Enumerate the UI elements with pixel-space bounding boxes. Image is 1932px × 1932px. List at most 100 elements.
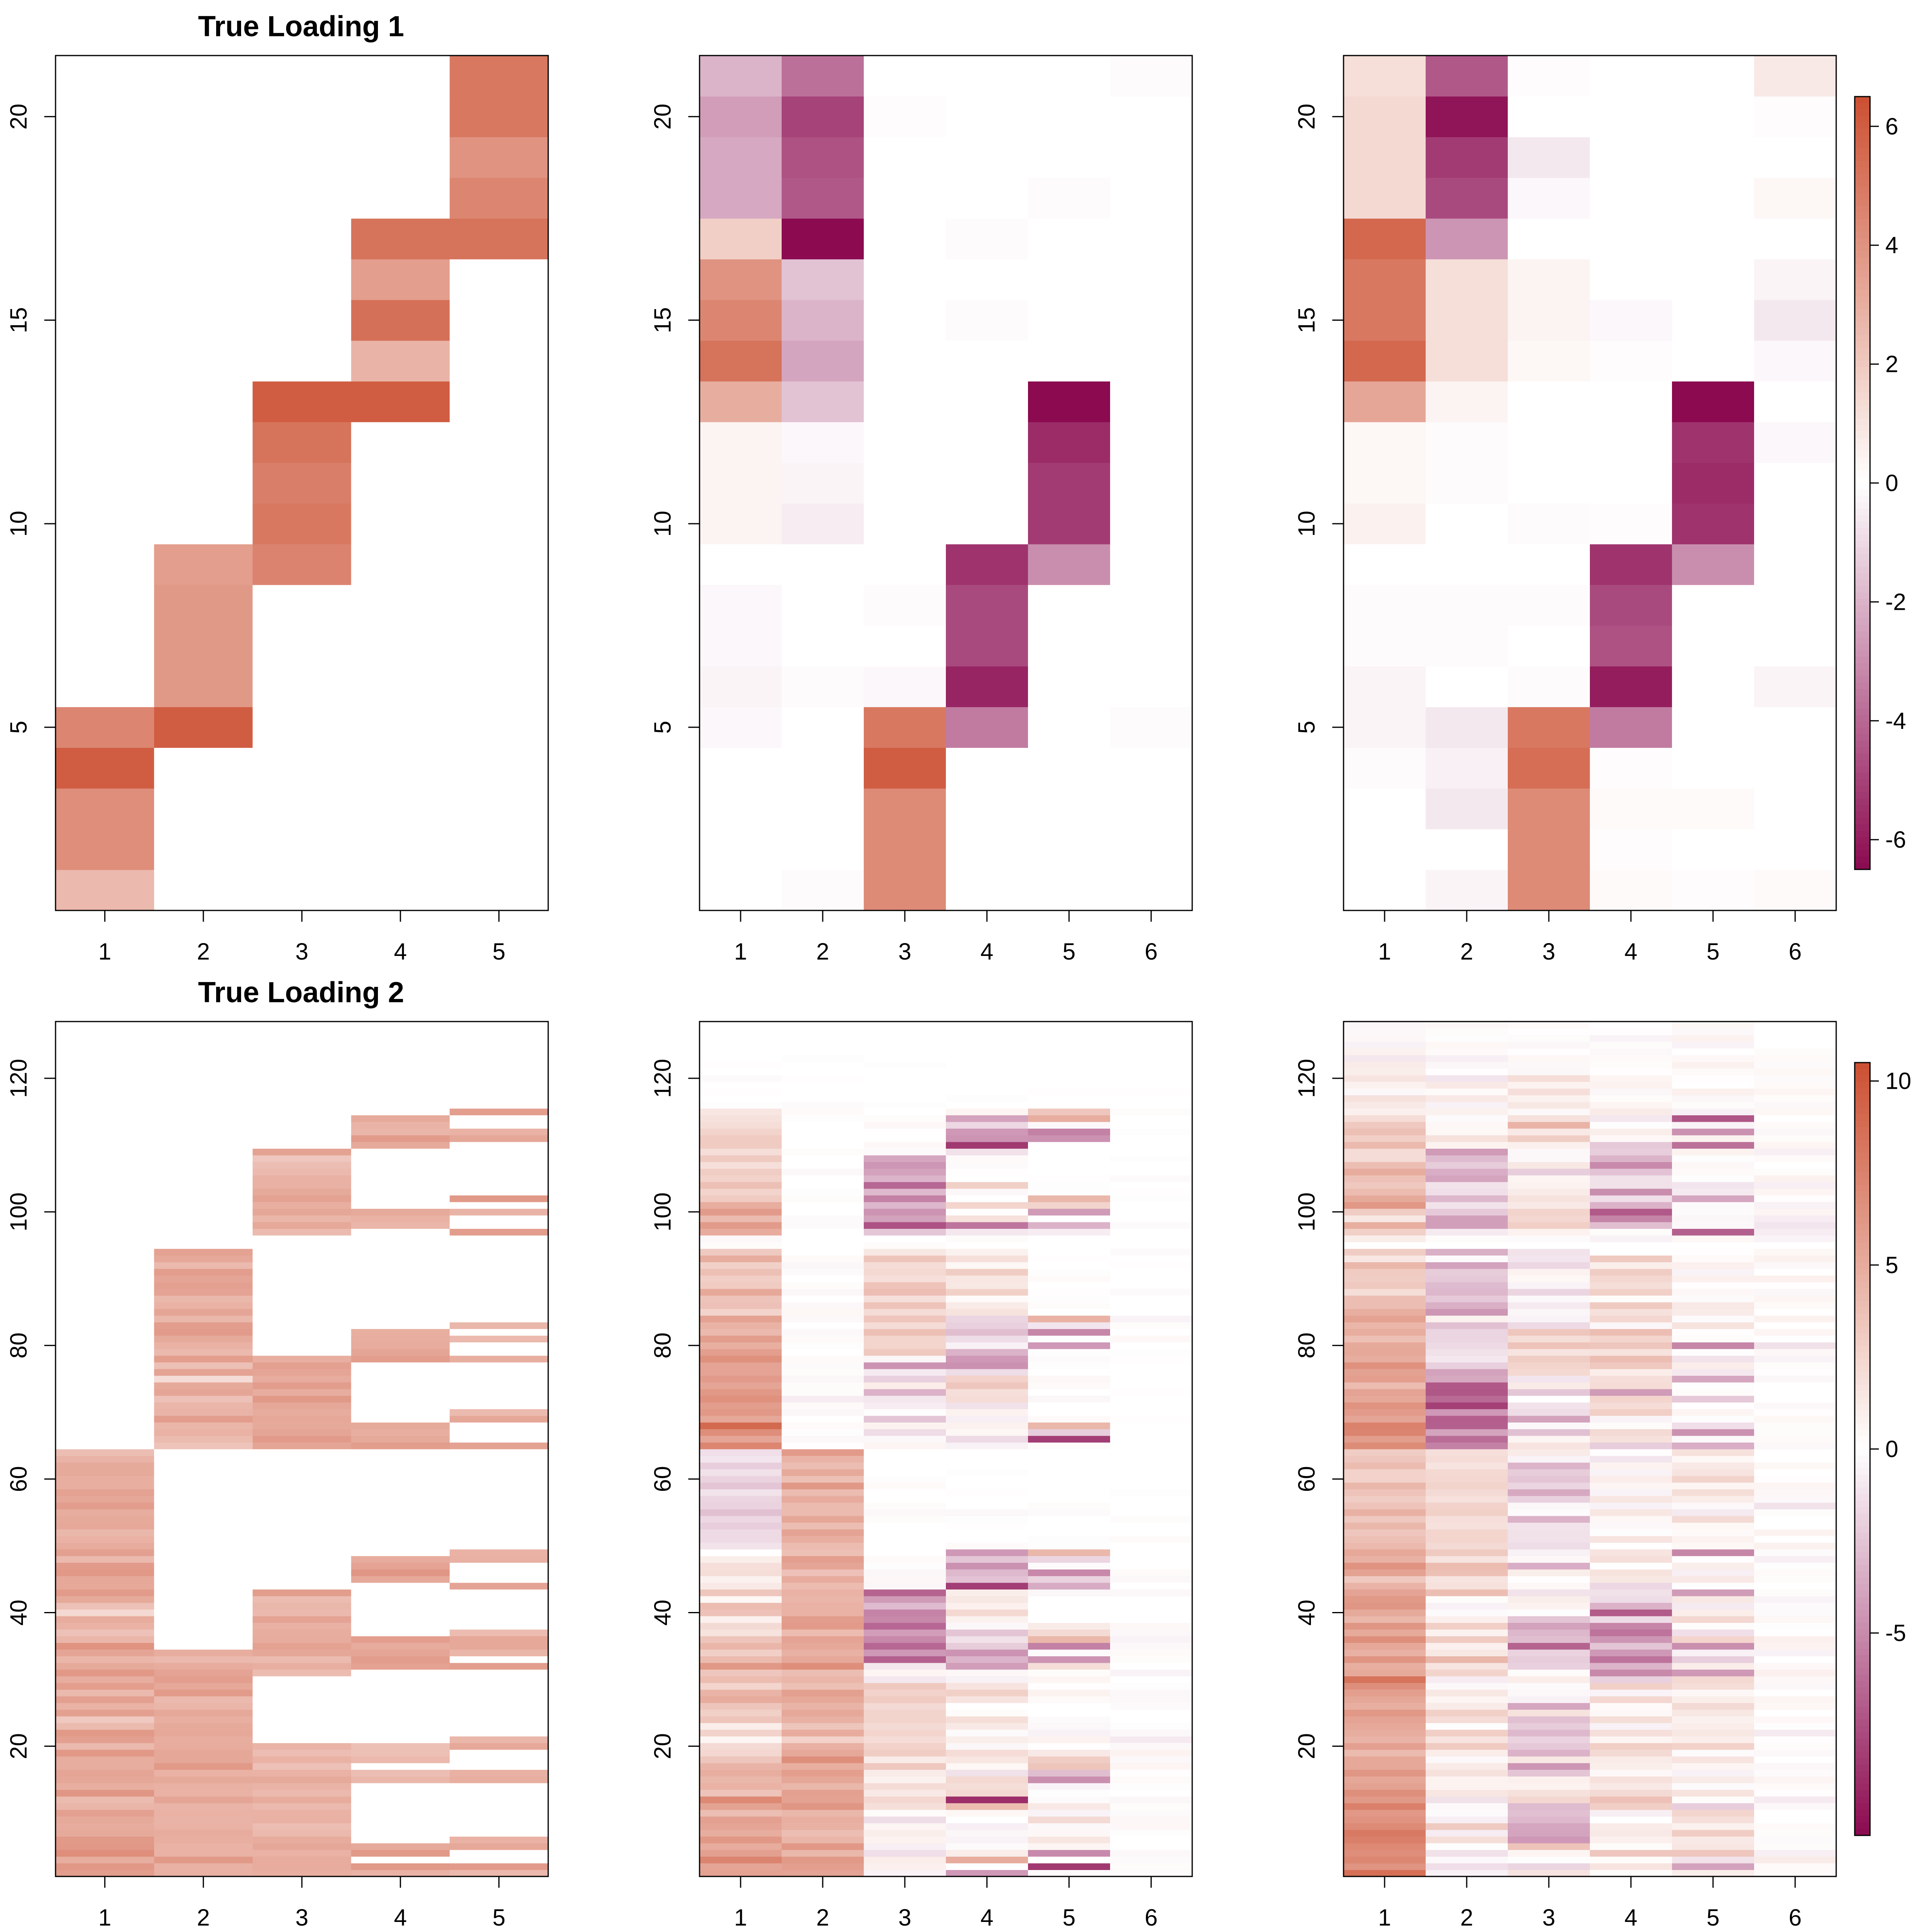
heatmap-cell [1426, 1268, 1508, 1276]
heatmap-cell [154, 56, 253, 97]
colorbar-segment [1855, 1101, 1870, 1108]
heatmap-cell [782, 1582, 864, 1590]
heatmap-cell [252, 1148, 351, 1156]
heatmap-cell [56, 1589, 155, 1596]
heatmap-cell [1028, 1168, 1110, 1176]
heatmap-cell [252, 1709, 351, 1717]
heatmap-cell [1426, 1829, 1508, 1837]
heatmap-cell [1344, 747, 1426, 789]
heatmap-cell [1590, 1609, 1672, 1616]
heatmap-cell [1672, 1148, 1754, 1156]
colorbar-segment [1855, 605, 1870, 612]
heatmap-cell [252, 1368, 351, 1376]
heatmap-cell [1426, 1175, 1508, 1182]
heatmap-cell [1426, 1515, 1508, 1523]
heatmap-cell [1110, 1315, 1193, 1323]
heatmap-cell [1344, 1135, 1426, 1142]
heatmap-cell [1028, 1309, 1110, 1316]
heatmap-cell [1344, 1255, 1426, 1262]
heatmap-cell [252, 1135, 351, 1142]
heatmap-cell [1672, 1556, 1754, 1563]
heatmap-cell [946, 1235, 1028, 1243]
heatmap-cell [700, 1663, 782, 1670]
heatmap-cell [1028, 1068, 1110, 1075]
heatmap-cell [450, 96, 549, 137]
heatmap-cell [252, 1208, 351, 1216]
colorbar-segment [1855, 1533, 1870, 1540]
heatmap-cell [1672, 1636, 1754, 1643]
heatmap-cell [1028, 1455, 1110, 1463]
heatmap-cell [782, 1736, 864, 1743]
heatmap-cell [56, 1629, 155, 1637]
heatmap-cell [946, 1416, 1028, 1423]
heatmap-cell [1754, 1783, 1837, 1790]
heatmap-cell [351, 1329, 450, 1336]
heatmap-cell [1344, 1416, 1426, 1423]
heatmap-cell [1590, 1769, 1672, 1777]
heatmap-cell [154, 1643, 253, 1650]
heatmap-cell [1344, 1843, 1426, 1850]
heatmap-cell [351, 1102, 450, 1109]
heatmap-cell [1754, 1435, 1837, 1443]
heatmap-cell [700, 1288, 782, 1296]
colorbar-segment [1855, 805, 1870, 812]
heatmap-cell [56, 1643, 155, 1650]
heatmap-cell [1110, 1596, 1193, 1603]
heatmap-cell [1426, 56, 1508, 97]
colorbar-segment [1855, 1784, 1870, 1791]
heatmap-cell [154, 1222, 253, 1229]
heatmap-cell [154, 1843, 253, 1850]
heatmap-cell [154, 1215, 253, 1222]
heatmap-cell [252, 1022, 351, 1029]
heatmap-cell [56, 1135, 155, 1142]
heatmap-cell [252, 1515, 351, 1523]
heatmap-cell [700, 1496, 782, 1503]
heatmap-cell [1344, 1502, 1426, 1509]
heatmap-cell [1110, 503, 1193, 545]
heatmap-cell [864, 1556, 946, 1563]
heatmap-cell [1028, 1703, 1110, 1710]
heatmap-cell [154, 1529, 253, 1536]
heatmap-cell [1110, 1756, 1193, 1763]
heatmap-cell [700, 1175, 782, 1182]
colorbar-segment [1855, 232, 1870, 239]
heatmap-cell [1028, 1522, 1110, 1530]
heatmap-cell [154, 788, 253, 830]
heatmap-cell [782, 1175, 864, 1182]
heatmap-cell [1590, 1215, 1672, 1222]
heatmap-cell [1590, 1596, 1672, 1603]
heatmap-cell [782, 1095, 864, 1102]
heatmap-cell [1672, 747, 1754, 789]
heatmap-cell [1344, 1188, 1426, 1196]
colorbar-tick-label: 6 [1885, 114, 1898, 140]
heatmap-cell [946, 1536, 1028, 1543]
heatmap-cell [1754, 1389, 1837, 1396]
heatmap-cell [700, 1729, 782, 1737]
heatmap-cell [1426, 299, 1508, 341]
heatmap-cell [1672, 1522, 1754, 1530]
colorbar-segment [1855, 1494, 1870, 1501]
heatmap-cell [1754, 1849, 1837, 1857]
heatmap-cell [1672, 1168, 1754, 1176]
heatmap-cell [1028, 1736, 1110, 1743]
heatmap-cell [1508, 1041, 1590, 1049]
heatmap-cell [1590, 869, 1672, 911]
colorbar-segment [1855, 1179, 1870, 1185]
heatmap-cell [1426, 1656, 1508, 1663]
heatmap-cell [946, 1656, 1028, 1663]
heatmap-cell [700, 1689, 782, 1697]
heatmap-cell [252, 422, 351, 463]
colorbar-segment [1855, 728, 1870, 735]
heatmap-cell [450, 1563, 549, 1570]
x-tick-label: 4 [980, 939, 993, 965]
colorbar-segment [1855, 1507, 1870, 1514]
heatmap-cell [946, 1061, 1028, 1069]
heatmap-cell [1426, 1703, 1508, 1710]
heatmap-cell [782, 1729, 864, 1737]
heatmap-cell [1754, 1529, 1837, 1536]
colorbar-segment [1855, 1610, 1870, 1617]
heatmap-cell [1426, 1068, 1508, 1075]
heatmap-cell [864, 1536, 946, 1543]
heatmap-cell [1426, 584, 1508, 626]
heatmap-cell [1672, 1622, 1754, 1630]
